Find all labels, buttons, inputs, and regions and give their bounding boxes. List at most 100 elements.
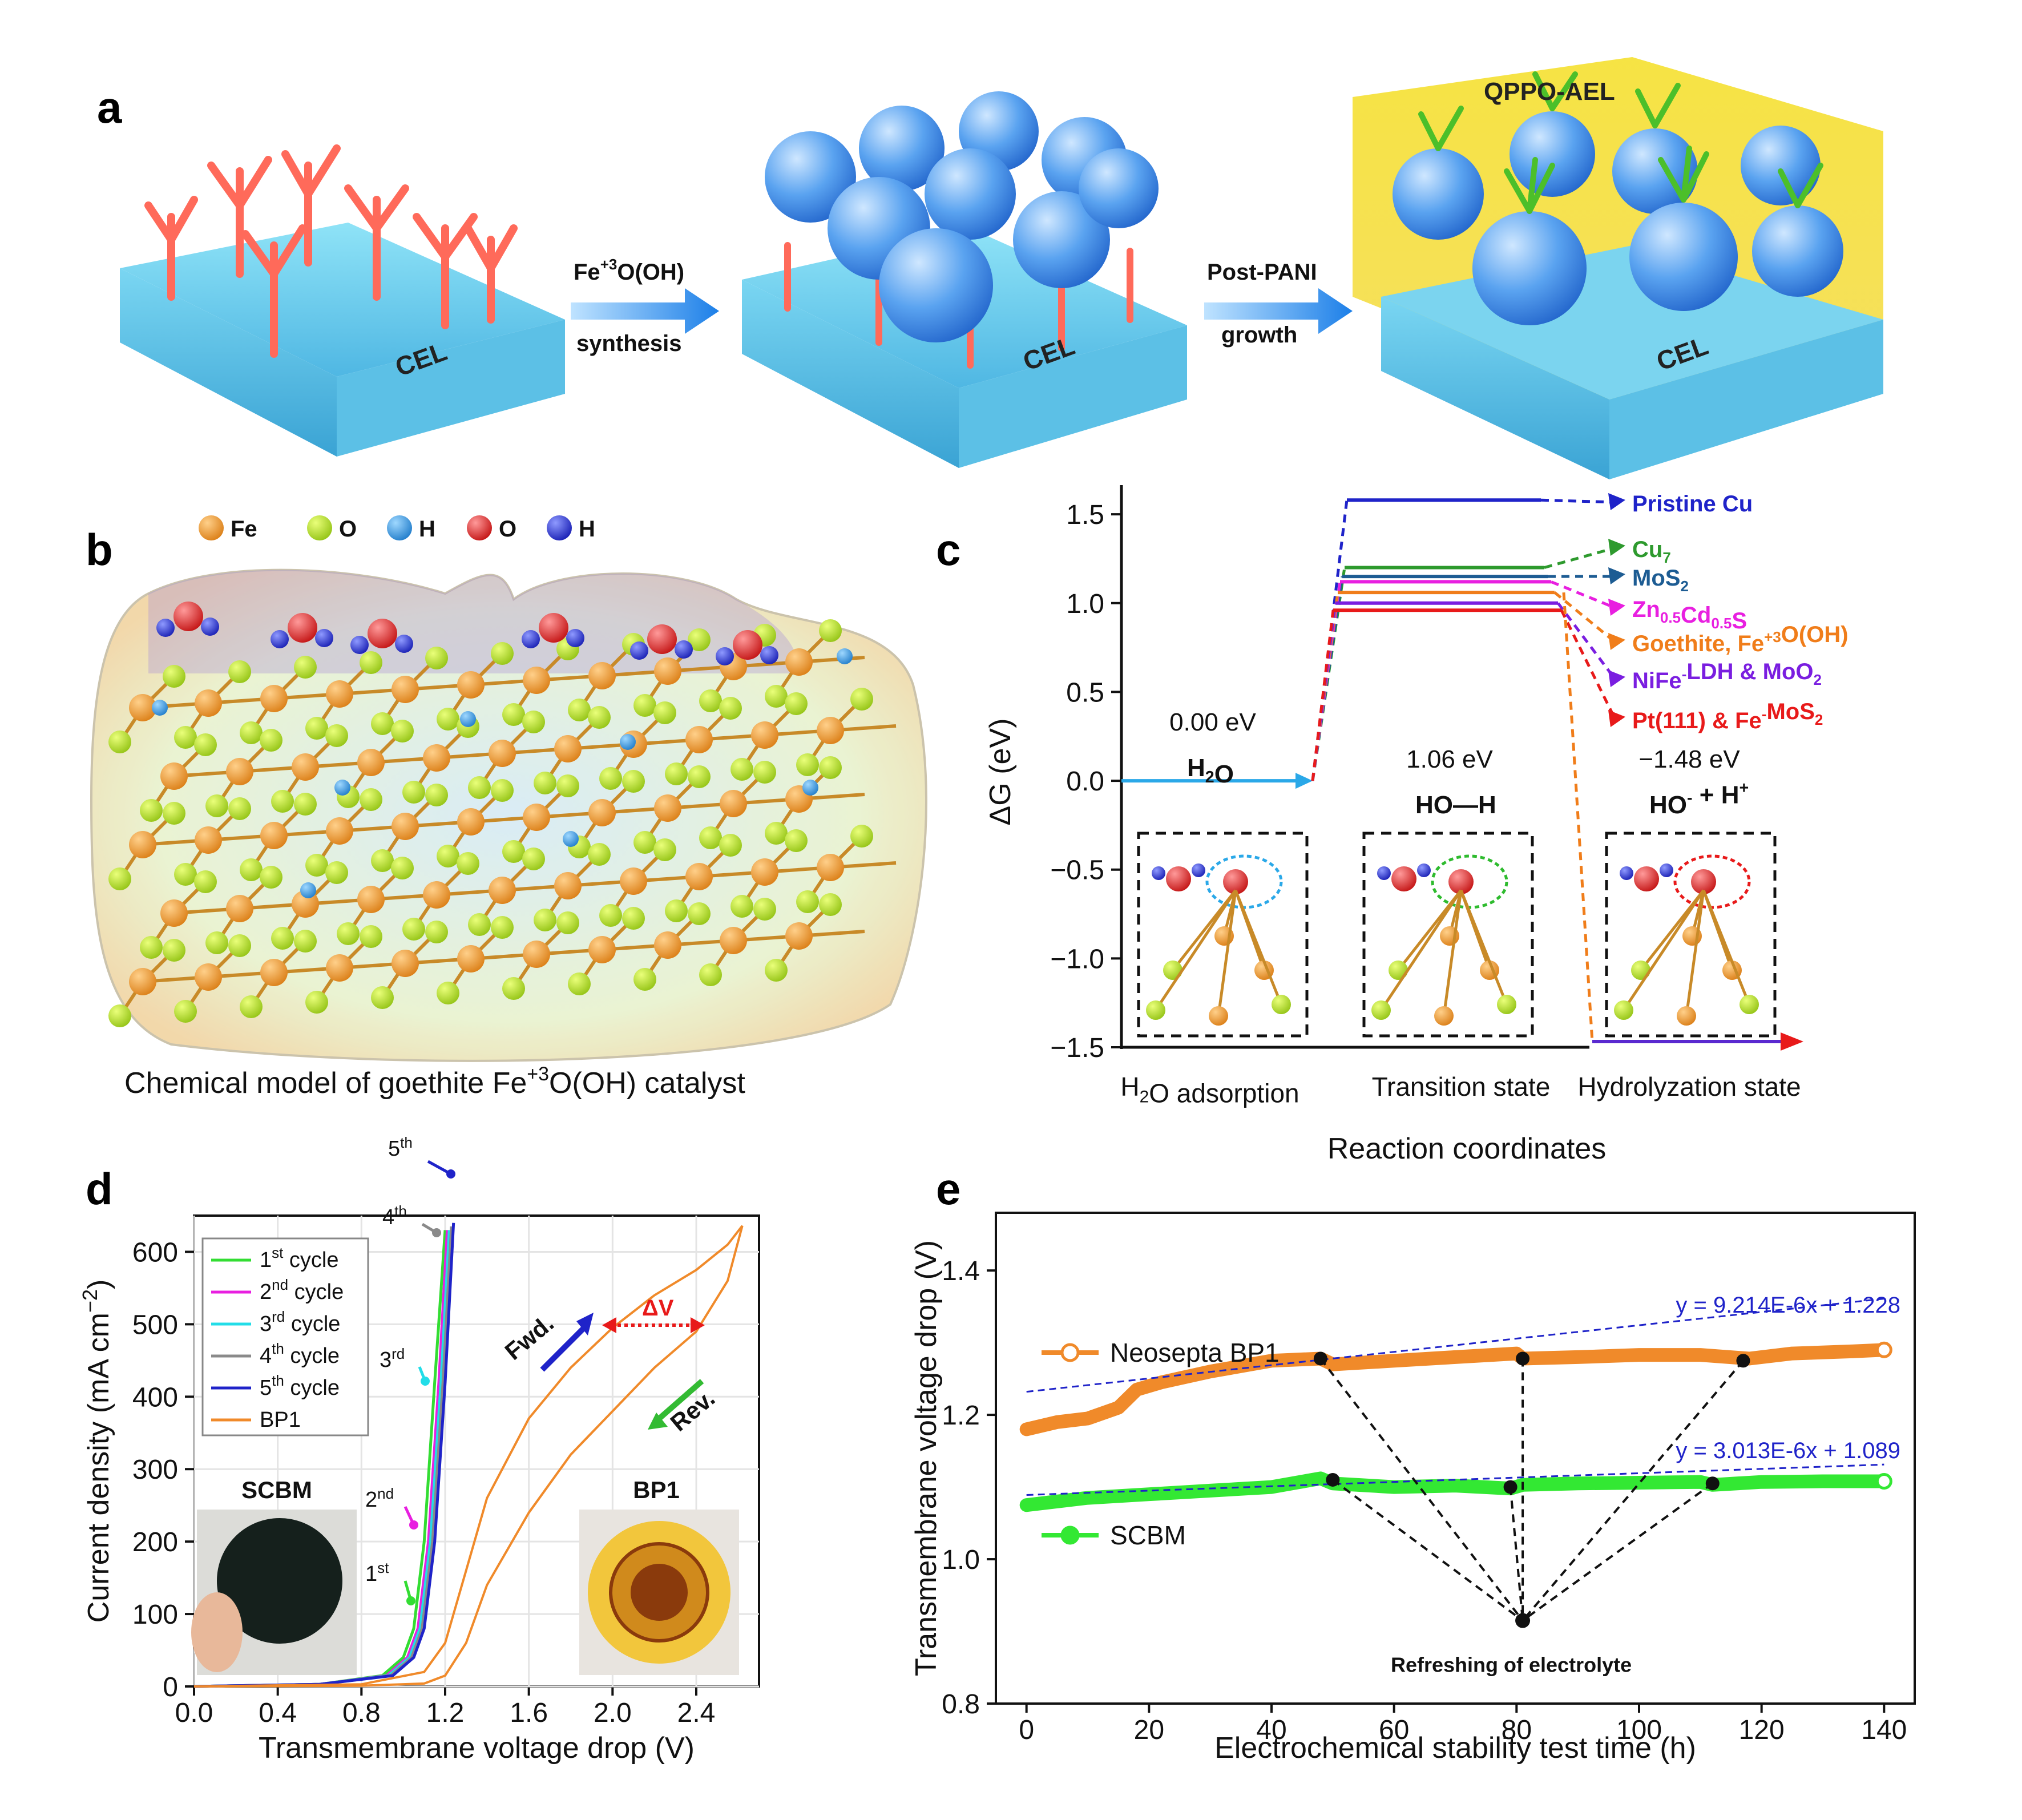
oxygen-atom <box>402 781 425 804</box>
legend-label-4: 5th cycle <box>260 1372 340 1400</box>
series-arrowhead-5 <box>1608 670 1625 687</box>
iron-atom <box>423 744 450 772</box>
svg-text:Fe+3O(OH): Fe+3O(OH) <box>574 256 684 285</box>
hydrogen-atom <box>460 711 476 727</box>
oxygen-atom <box>205 794 228 817</box>
arrow-1: Fe+3O(OH) synthesis <box>571 256 719 356</box>
oxygen-atom <box>502 977 525 1000</box>
oxygen-atom <box>205 931 228 954</box>
inset-ring-0 <box>1205 854 1283 909</box>
y-axis-label: Transmembrane voltage drop (V) <box>910 1240 943 1676</box>
water-hydrogen <box>315 629 333 647</box>
y-tick-label: 400 <box>132 1382 178 1413</box>
oxygen-atom <box>491 916 514 939</box>
x-tick-label: 60 <box>1379 1715 1409 1745</box>
oxygen-atom <box>491 642 514 665</box>
inset-atom <box>1209 1006 1228 1026</box>
panel-d-label: d <box>86 1164 113 1214</box>
series-arrowhead-4 <box>1608 633 1625 650</box>
fwd-arrowhead <box>576 1313 594 1335</box>
oxygen-atom <box>556 774 579 797</box>
inset-hydrogen <box>1620 866 1633 880</box>
oxygen-atom <box>796 753 819 776</box>
energy-label-1: 1.06 eV <box>1406 745 1493 773</box>
cycle-arrow-tip-3 <box>432 1228 441 1237</box>
oxygen-atom <box>240 858 263 881</box>
iron-atom <box>523 941 550 968</box>
legend-label-4: H <box>579 516 595 542</box>
y-tick-label: 1.5 <box>1066 500 1104 530</box>
water-hydrogen <box>156 619 175 637</box>
inset-oxygen <box>1391 866 1416 891</box>
dv-head-left <box>602 1317 616 1333</box>
water-hydrogen <box>350 636 369 654</box>
oxygen-atom <box>360 925 382 948</box>
oxygen-atom <box>850 825 873 848</box>
y-tick-label: 1.0 <box>942 1545 980 1575</box>
oxygen-atom <box>402 918 425 941</box>
iron-atom <box>457 808 485 836</box>
oxygen-atom <box>568 699 591 721</box>
oxygen-atom <box>140 936 163 959</box>
oxygen-atom <box>108 1004 131 1027</box>
fit-label-1: y = 3.013E-6x + 1.089 <box>1676 1438 1900 1463</box>
inset-ring-1 <box>1431 854 1508 909</box>
legend-label-1: SCBM <box>1110 1520 1186 1550</box>
oxygen-atom <box>468 913 491 936</box>
iron-atom <box>226 895 253 922</box>
series-4 <box>194 1222 455 1688</box>
refresh-line-4 <box>1509 1487 1524 1621</box>
panel-b-label: b <box>86 524 113 575</box>
state-label-0: H2O <box>1187 754 1234 788</box>
inset-atom <box>1740 995 1759 1014</box>
cycle-annotation-1: 2nd <box>365 1485 394 1512</box>
state-label-2: HO- + H+ <box>1649 779 1749 819</box>
oxygen-atom <box>371 712 394 735</box>
inset-atom <box>1631 961 1650 980</box>
refresh-point-3 <box>1326 1472 1340 1487</box>
oxygen-atom <box>688 765 711 788</box>
series-arrowhead-2 <box>1608 567 1625 584</box>
oxygen-atom <box>260 729 282 752</box>
iron-atom <box>392 813 419 840</box>
water-oxygen <box>368 619 397 648</box>
oxygen-atom <box>163 665 185 688</box>
legend-marker-0 <box>1060 1343 1080 1362</box>
oxygen-atom <box>371 986 394 1009</box>
series-arrowhead-6 <box>1608 710 1625 727</box>
iron-atom <box>588 799 616 826</box>
oxygen-atom <box>425 784 448 806</box>
oxygen-atom <box>599 904 622 927</box>
cel-slab-1: CEL <box>120 144 565 457</box>
inset-hydrogen <box>1192 863 1205 877</box>
inset-atom <box>1677 1006 1696 1026</box>
iron-atom <box>785 648 813 676</box>
series-0 <box>1019 1343 1891 1436</box>
fwd-arrow <box>540 1322 590 1372</box>
oxygen-atom <box>699 689 722 712</box>
plot-area <box>194 1222 744 1688</box>
oxygen-atom <box>622 907 645 930</box>
iron-atom <box>160 899 188 927</box>
oxygen-atom <box>305 717 328 740</box>
panel-b: b Fe O H O H Chemical model of goethite Fe+3… <box>86 515 927 1100</box>
cycle-annotation-2: 3rd <box>380 1345 405 1372</box>
x-tick-label: 100 <box>1616 1715 1662 1745</box>
oxygen-atom <box>437 845 459 867</box>
fit-label-0: y = 9.214E-6x + 1.228 <box>1676 1293 1900 1318</box>
oxygen-atom <box>163 939 185 962</box>
iron-atom <box>654 931 681 959</box>
oxygen-atom <box>337 922 360 945</box>
oxygen-atom <box>785 692 808 715</box>
y-axis-label: ΔG (eV) <box>984 719 1017 826</box>
cel-slab-2: CEL <box>742 91 1187 468</box>
inset-box-0 <box>1137 832 1309 1038</box>
oxygen-atom <box>633 968 656 991</box>
iron-atom <box>326 680 353 708</box>
oxygen-atom <box>425 921 448 943</box>
iron-atom <box>129 694 156 721</box>
x-tick-label: 80 <box>1502 1715 1532 1745</box>
refresh-line-2 <box>1521 1359 1744 1621</box>
oxygen-atom <box>556 911 579 934</box>
